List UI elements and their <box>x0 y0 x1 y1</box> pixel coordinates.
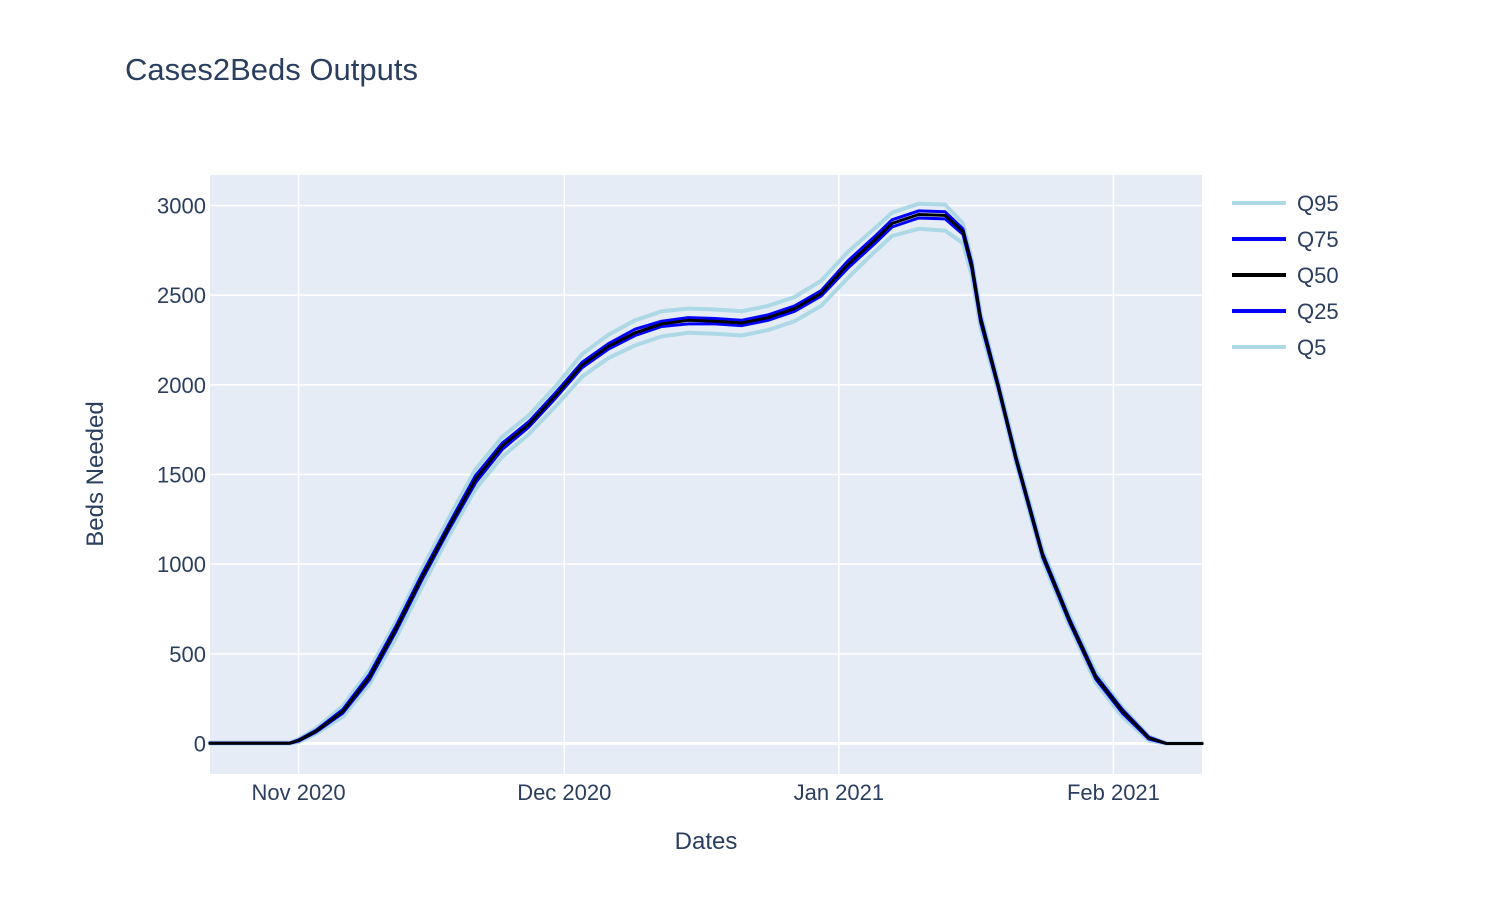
x-axis-label: Dates <box>675 828 738 855</box>
y-tick-label: 500 <box>169 642 206 667</box>
y-tick-label: 3000 <box>157 193 206 218</box>
legend: Q95 Q75 Q50 Q25 Q5 <box>1232 191 1339 360</box>
x-tick-label: Feb 2021 <box>1067 780 1160 805</box>
y-tick-label: 0 <box>194 732 206 757</box>
series-line-q50 <box>208 213 1204 745</box>
x-tick-label: Nov 2020 <box>251 780 345 805</box>
y-tick-label: 1000 <box>157 552 206 577</box>
y-tick-label: 2000 <box>157 373 206 398</box>
x-tick-label: Dec 2020 <box>517 780 611 805</box>
y-tick-label: 1500 <box>157 463 206 488</box>
x-tick-label: Jan 2021 <box>794 780 885 805</box>
y-axis-label: Beds Needed <box>82 401 109 546</box>
legend-label[interactable]: Q95 <box>1297 191 1339 216</box>
legend-label[interactable]: Q50 <box>1297 263 1339 288</box>
series-lines <box>208 201 1204 746</box>
chart-title: Cases2Beds Outputs <box>125 52 418 87</box>
y-tick-label: 2500 <box>157 283 206 308</box>
x-axis-ticks: Nov 2020 Dec 2020 Jan 2021 Feb 2021 <box>251 780 1159 805</box>
legend-label[interactable]: Q5 <box>1297 335 1326 360</box>
legend-label[interactable]: Q25 <box>1297 299 1339 324</box>
y-axis-ticks: 0 500 1000 1500 2000 2500 3000 <box>157 193 206 756</box>
legend-label[interactable]: Q75 <box>1297 227 1339 252</box>
